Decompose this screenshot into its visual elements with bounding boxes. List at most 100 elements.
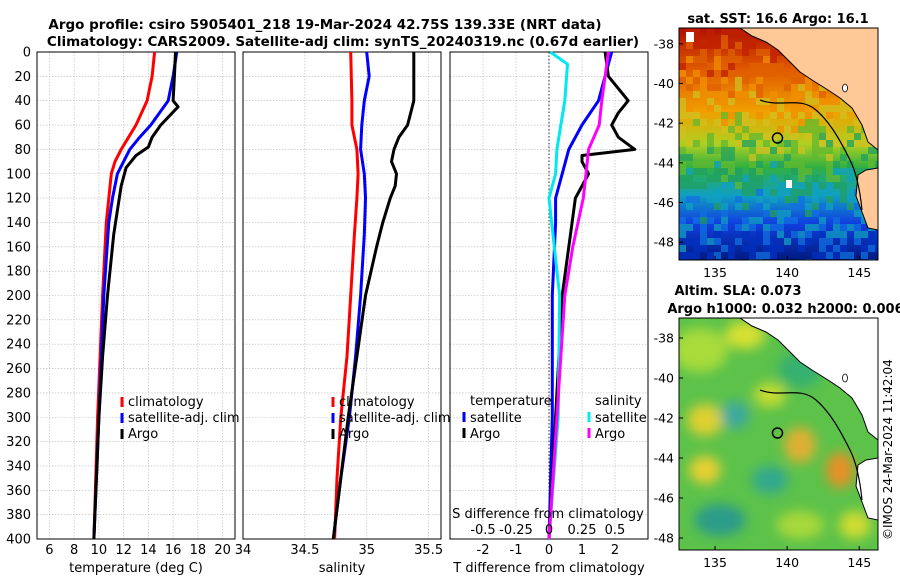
sst-pixel — [763, 252, 770, 259]
sst-pixel — [714, 175, 721, 182]
sst-pixel — [700, 182, 707, 189]
map-lat-tick: -44 — [654, 155, 674, 170]
sst-pixel — [700, 84, 707, 91]
sst-pixel — [714, 231, 721, 238]
white-patch — [686, 32, 694, 42]
sst-pixel — [784, 154, 791, 161]
sst-pixel — [742, 112, 749, 119]
t-tick-label: 0 — [545, 543, 553, 558]
sst-pixel — [854, 203, 861, 210]
sst-pixel — [679, 252, 686, 259]
t-difference-xlabel: T difference from climatology — [452, 561, 645, 576]
sst-pixel — [714, 49, 721, 56]
sst-pixel — [700, 224, 707, 231]
sst-pixel — [735, 112, 742, 119]
sst-pixel — [679, 168, 686, 175]
depth-tick-label: 200 — [6, 289, 31, 304]
sst-pixel — [805, 84, 812, 91]
temperature-legend: climatology satellite-adj. clim Argo — [120, 395, 240, 442]
difference-panel: -2 -1 0 1 2 -0.5 -0.25 0 0.25 0.5 S difference f… — [449, 50, 649, 576]
series-line-temperature-satellite — [547, 51, 614, 540]
x-tick-label: 6 — [45, 543, 53, 558]
sst-pixel — [854, 238, 861, 245]
sst-pixel — [875, 147, 878, 154]
sst-pixel — [693, 252, 700, 259]
sst-pixel — [805, 189, 812, 196]
sst-pixel — [749, 140, 756, 147]
legend-label-sal-argo: Argo — [595, 427, 625, 442]
depth-tick-label: 280 — [6, 386, 31, 401]
sst-pixel — [854, 119, 861, 126]
sst-pixel — [833, 182, 840, 189]
sst-pixel — [847, 203, 854, 210]
sst-pixel — [819, 189, 826, 196]
sst-pixel — [749, 133, 756, 140]
sst-pixel — [770, 196, 777, 203]
shelf-contour — [759, 389, 863, 501]
s-tick-label: 0.5 — [605, 523, 626, 538]
sst-pixel — [756, 154, 763, 161]
sst-pixel — [826, 105, 833, 112]
sst-pixel — [770, 210, 777, 217]
t-tick-label: -1 — [510, 543, 523, 558]
salinity-legend: climatology satellite-adj. clim Argo — [331, 395, 451, 442]
sst-pixel — [749, 189, 756, 196]
series-line-argo — [331, 52, 416, 540]
sst-pixel — [791, 140, 798, 147]
sst-pixel — [840, 168, 847, 175]
sst-pixel — [840, 182, 847, 189]
sst-pixel — [714, 147, 721, 154]
sst-pixel — [679, 245, 686, 252]
sst-pixel — [728, 154, 735, 161]
sst-pixel — [756, 112, 763, 119]
sst-pixel — [756, 182, 763, 189]
sst-pixel — [784, 238, 791, 245]
sst-pixel — [805, 168, 812, 175]
sst-pixel — [693, 70, 700, 77]
sst-pixel — [714, 196, 721, 203]
sst-pixel — [735, 84, 742, 91]
sst-pixel — [721, 28, 728, 35]
depth-tick-label: 180 — [6, 265, 31, 280]
sst-pixel — [847, 175, 854, 182]
sst-pixel — [735, 182, 742, 189]
sst-pixel — [700, 238, 707, 245]
sst-pixel — [686, 175, 693, 182]
sst-pixel — [805, 210, 812, 217]
sst-pixel — [700, 56, 707, 63]
sst-pixel — [819, 140, 826, 147]
sst-pixel — [728, 182, 735, 189]
sst-pixel — [777, 98, 784, 105]
sst-pixel — [777, 224, 784, 231]
sst-pixel — [840, 147, 847, 154]
legend-label-argo: Argo — [128, 427, 158, 442]
sst-pixel — [791, 126, 798, 133]
sst-pixel — [700, 245, 707, 252]
sst-pixel — [777, 126, 784, 133]
sst-pixel — [749, 98, 756, 105]
t-tick-label: -2 — [477, 543, 490, 558]
sst-pixel — [763, 49, 770, 56]
sst-pixel — [798, 175, 805, 182]
depth-tick-label: 340 — [6, 459, 31, 474]
sst-pixel — [735, 133, 742, 140]
sst-pixel — [721, 182, 728, 189]
sst-pixel — [868, 161, 875, 168]
sst-pixel — [805, 238, 812, 245]
series-line-climatology — [333, 51, 360, 540]
sst-pixel — [742, 182, 749, 189]
sst-pixel — [812, 126, 819, 133]
sst-pixel — [763, 133, 770, 140]
sst-pixel — [819, 231, 826, 238]
sst-pixel — [805, 182, 812, 189]
sst-pixel — [749, 182, 756, 189]
sst-pixel — [826, 252, 833, 259]
sst-pixel — [693, 182, 700, 189]
sst-pixel — [847, 196, 854, 203]
sst-pixel — [798, 182, 805, 189]
sst-pixel — [679, 231, 686, 238]
sst-pixel — [749, 245, 756, 252]
s-tick-label: 0 — [545, 523, 553, 538]
sst-pixel — [819, 217, 826, 224]
sst-pixel — [756, 203, 763, 210]
